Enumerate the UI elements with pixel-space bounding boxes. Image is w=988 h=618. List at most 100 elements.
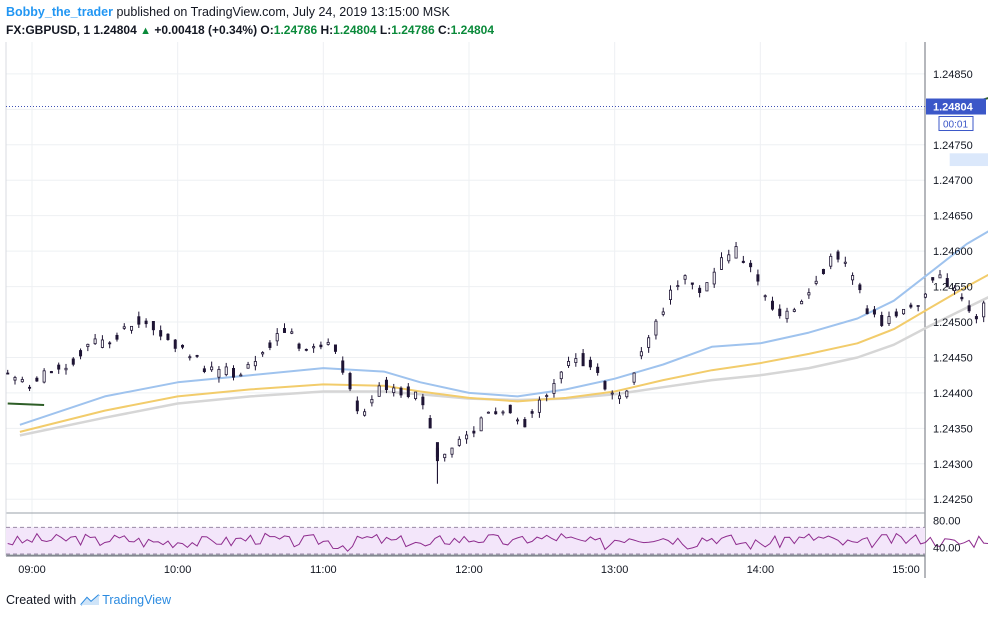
- candle-body: [749, 262, 753, 268]
- price-tag-value: 1.24804: [933, 102, 974, 114]
- candle-body: [545, 395, 549, 397]
- candle-body: [370, 398, 374, 404]
- rsi-line: [7, 532, 988, 552]
- close-label: C:: [437, 23, 451, 37]
- candle-body: [100, 339, 104, 348]
- candle-body: [851, 275, 855, 281]
- candle-body: [516, 419, 520, 422]
- candle-body: [923, 293, 927, 298]
- candle-body: [902, 308, 906, 315]
- candle-body: [443, 453, 447, 459]
- tradingview-brand: TradingView: [102, 593, 171, 607]
- candle-body: [661, 311, 665, 315]
- price-tick-label: 1.24500: [933, 317, 973, 329]
- time-tick-label: 15:00: [892, 564, 920, 576]
- candle-body: [705, 282, 709, 292]
- candle-body: [814, 280, 818, 284]
- candle-body: [880, 314, 884, 326]
- candle-body: [574, 358, 578, 363]
- price-tick-label: 1.24250: [933, 494, 973, 506]
- high-label: H:: [320, 23, 334, 37]
- candle-body: [13, 377, 17, 381]
- candle-body: [727, 254, 731, 262]
- candle-body: [144, 320, 148, 325]
- candle-body: [654, 320, 658, 336]
- candle-body: [304, 348, 308, 351]
- author-name[interactable]: Bobby_the_trader: [6, 5, 113, 19]
- candle-body: [909, 304, 913, 308]
- candle-body: [421, 396, 425, 406]
- candle-body: [377, 385, 381, 397]
- candle-body: [363, 411, 367, 416]
- candle-body: [20, 379, 24, 383]
- candle-body: [719, 257, 723, 270]
- candle-body: [581, 353, 585, 367]
- candle-body: [741, 260, 745, 263]
- price-tick-label: 1.24300: [933, 459, 973, 471]
- candle-body: [618, 395, 622, 400]
- low-value: 1.24786: [391, 23, 435, 37]
- candle-body: [953, 287, 957, 292]
- candle-body: [414, 391, 418, 399]
- symbol-ohlc-bar: FX:GBPUSD, 1 1.24804 ▲ +0.00418 (+0.34%)…: [6, 23, 494, 37]
- created-with-text: Created with: [6, 593, 77, 607]
- candle-body: [348, 373, 352, 390]
- candle-body: [778, 308, 782, 317]
- ema-mid-line: [19, 273, 988, 433]
- candle-body: [756, 274, 760, 282]
- candle-body: [137, 316, 141, 325]
- candle-body: [552, 383, 556, 394]
- candle-body: [166, 333, 170, 340]
- open-label: O:: [260, 23, 274, 37]
- candle-body: [195, 355, 199, 357]
- rsi-tick-label: 80.00: [933, 516, 961, 528]
- candle-body: [829, 255, 833, 267]
- price-tick-label: 1.24850: [933, 69, 973, 81]
- candle-body: [122, 326, 126, 329]
- tradingview-logo-icon: [80, 594, 100, 606]
- candle-body: [239, 374, 243, 377]
- published-text: published on TradingView.com, July 24, 2…: [116, 5, 450, 19]
- candle-body: [596, 366, 600, 373]
- rsi-band: [6, 527, 925, 554]
- candle-body: [35, 377, 39, 382]
- time-tick-label: 09:00: [18, 564, 46, 576]
- candle-body: [821, 268, 825, 275]
- candle-body: [79, 350, 83, 357]
- candle-body: [312, 346, 316, 349]
- candle-body: [982, 302, 986, 318]
- candle-body: [465, 434, 469, 440]
- candle-body: [712, 271, 716, 285]
- support-zone: [949, 153, 988, 167]
- candle-body: [130, 325, 134, 331]
- candle-body: [108, 342, 112, 345]
- candle-body: [71, 358, 75, 365]
- candle-body: [479, 417, 483, 432]
- candle-body: [268, 342, 272, 348]
- candle-body: [792, 309, 796, 312]
- price-tick-label: 1.24700: [933, 175, 973, 187]
- candle-body: [246, 363, 250, 369]
- candle-body: [974, 316, 978, 320]
- candle-body: [450, 447, 454, 455]
- price-tick-label: 1.24350: [933, 423, 973, 435]
- symbol-label: FX:GBPUSD, 1: [6, 23, 91, 37]
- candle-body: [763, 295, 767, 298]
- candle-body: [960, 296, 964, 300]
- last-price: 1.24804: [93, 23, 137, 37]
- candle-body: [625, 390, 629, 398]
- up-triangle-icon: ▲: [140, 25, 151, 37]
- price-tick-label: 1.24600: [933, 246, 973, 258]
- candle-body: [647, 337, 651, 348]
- time-tick-label: 11:00: [310, 564, 337, 576]
- candle-body: [210, 366, 214, 371]
- candle-body: [202, 368, 206, 372]
- candle-body: [916, 305, 920, 307]
- tradingview-link[interactable]: TradingView: [80, 593, 171, 607]
- candle-body: [261, 352, 265, 355]
- candle-body: [326, 341, 330, 345]
- candle-body: [610, 392, 614, 395]
- high-value: 1.24804: [333, 23, 377, 37]
- candle-body: [858, 284, 862, 291]
